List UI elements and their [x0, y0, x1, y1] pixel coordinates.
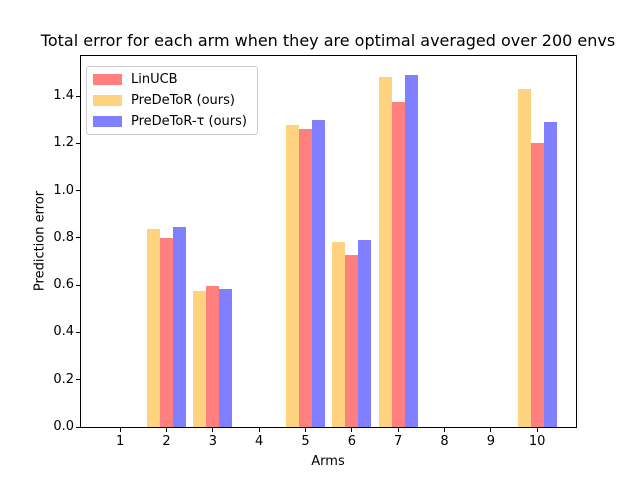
y-tick-mark [76, 331, 80, 333]
legend-item: LinUCB [93, 69, 247, 90]
x-tick-label: 5 [301, 434, 310, 449]
x-tick-label: 10 [528, 434, 546, 449]
y-tick-label: 0.0 [53, 419, 74, 434]
bar-arm10 [517, 89, 531, 427]
x-tick-label: 2 [162, 434, 171, 449]
bar-arm6 [345, 254, 359, 427]
x-tick-mark [490, 428, 492, 432]
x-tick-mark [305, 428, 307, 432]
bar-arm3 [219, 288, 233, 427]
y-tick-mark [76, 190, 80, 192]
y-tick-mark [76, 95, 80, 97]
bar-arm2 [147, 228, 161, 427]
x-axis-label: Arms [311, 454, 345, 469]
legend-label: PreDeToR (ours) [131, 93, 235, 108]
x-tick-mark [212, 428, 214, 432]
legend: LinUCB PreDeToR (ours) PreDeToR-τ (ours) [86, 66, 258, 135]
x-tick-label: 3 [208, 434, 217, 449]
y-tick-mark [76, 426, 80, 428]
legend-swatch-icon [93, 95, 122, 106]
x-tick-mark [119, 428, 121, 432]
legend-label: LinUCB [131, 72, 178, 87]
legend-item: PreDeToR-τ (ours) [93, 111, 247, 132]
bar-arm7 [404, 74, 418, 427]
x-tick-mark [351, 428, 353, 432]
plot-area: 0.0 0.2 0.4 0.6 0.8 1.0 1.2 1.4 1 2 3 4 5 6 7 8 9 10 Lin… [53, 55, 577, 449]
bar-arm6 [358, 240, 372, 427]
legend-label: PreDeToR-τ (ours) [131, 114, 247, 129]
y-tick-label: 0.2 [53, 371, 74, 387]
y-tick-label: 1.4 [53, 88, 74, 104]
x-tick-label: 6 [347, 434, 356, 449]
bar-arm2 [173, 227, 187, 427]
bar-arm6 [332, 241, 346, 427]
x-tick-label: 4 [255, 434, 264, 449]
bar-arm5 [286, 124, 300, 427]
legend-item: PreDeToR (ours) [93, 90, 247, 111]
x-tick-label: 1 [116, 434, 125, 449]
x-tick-label: 9 [486, 434, 495, 449]
x-tick-mark [397, 428, 399, 432]
y-tick-label: 0.6 [53, 277, 74, 293]
y-tick-mark [76, 284, 80, 286]
bar-arm2 [160, 237, 174, 427]
y-tick-mark [76, 142, 80, 144]
bar-arm7 [378, 77, 392, 427]
bar-arm5 [299, 129, 313, 427]
bar-arm7 [391, 102, 405, 427]
x-tick-mark [166, 428, 168, 432]
bar-arm3 [193, 291, 207, 427]
bar-arm5 [312, 119, 326, 427]
legend-swatch-icon [93, 74, 122, 85]
x-tick-mark [258, 428, 260, 432]
bar-arm10 [543, 122, 557, 427]
legend-swatch-icon [93, 116, 122, 127]
y-tick-mark [76, 379, 80, 381]
y-tick-mark [76, 237, 80, 239]
y-tick-label: 1.2 [53, 135, 74, 151]
y-tick-label: 1.0 [53, 182, 74, 198]
chart-title: Total error for each arm when they are o… [40, 31, 616, 50]
x-tick-label: 7 [394, 434, 403, 449]
y-tick-label: 0.4 [53, 324, 74, 340]
bar-arm10 [530, 143, 544, 427]
x-tick-mark [444, 428, 445, 432]
y-tick-label: 0.8 [53, 229, 74, 245]
x-tick-label: 8 [440, 434, 449, 449]
x-tick-mark [536, 428, 538, 432]
bar-arm3 [206, 286, 220, 427]
